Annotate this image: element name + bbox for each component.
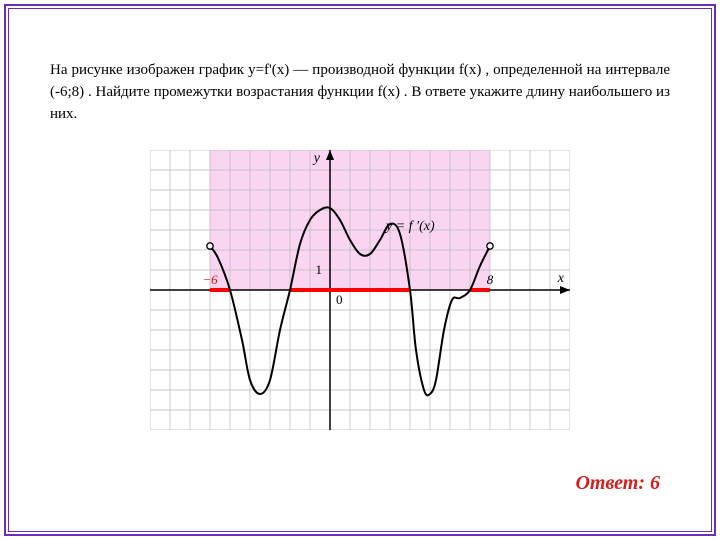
svg-text:x: x xyxy=(557,271,565,286)
svg-text:y = f ′(x): y = f ′(x) xyxy=(384,219,435,234)
svg-text:−6: −6 xyxy=(202,272,218,287)
problem-text: На рисунке изображен график y=f'(x) — пр… xyxy=(50,60,670,125)
svg-text:8: 8 xyxy=(487,272,494,287)
svg-text:y: y xyxy=(312,151,321,166)
answer-label: Ответ: 6 xyxy=(575,472,660,495)
svg-text:0: 0 xyxy=(336,292,343,307)
chart: −6 8 10 x y y = f ′(x) xyxy=(150,150,570,430)
svg-text:1: 1 xyxy=(316,262,323,277)
chart-svg: −6 8 10 x y y = f ′(x) xyxy=(150,150,570,430)
